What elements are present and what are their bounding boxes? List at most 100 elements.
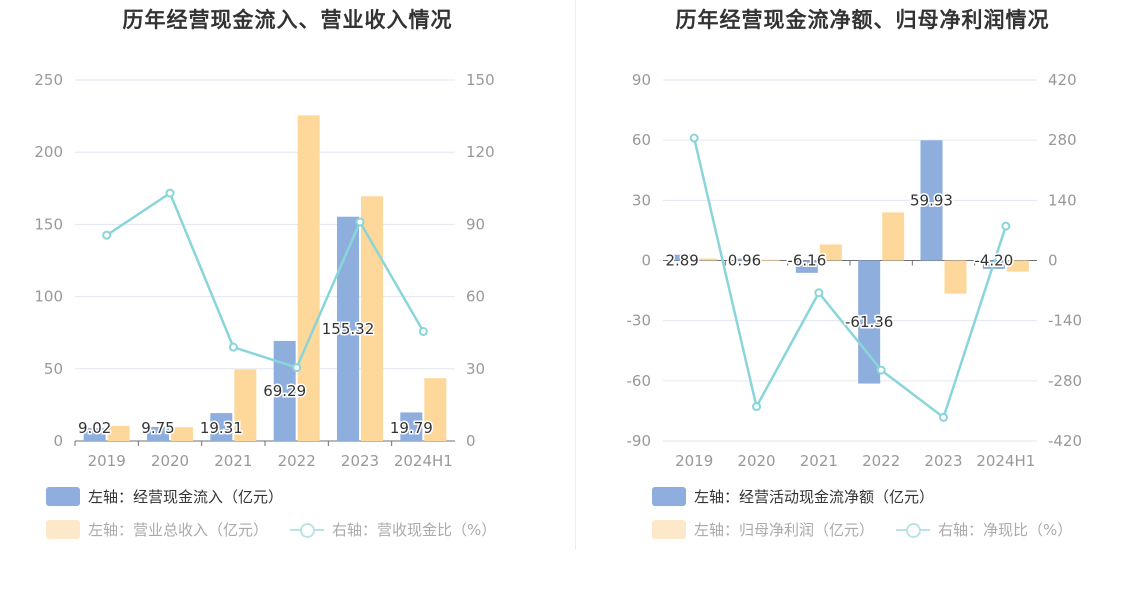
- x-tick-label: 2020: [151, 452, 189, 470]
- y-left-tick-label: 0: [641, 252, 651, 270]
- data-label: 9.02: [78, 419, 111, 437]
- bar: [424, 378, 447, 441]
- y-left-tick-label: -30: [627, 312, 652, 330]
- legend-line-swatch: [896, 520, 931, 539]
- bar: [107, 425, 130, 441]
- line-point: [228, 342, 238, 352]
- legend-label[interactable]: 左轴：经营现金流入（亿元）: [88, 488, 284, 506]
- chart-title: 历年经营现金流入、营业收入情况: [122, 8, 453, 32]
- data-label: -4.20: [974, 252, 1013, 270]
- panel-divider: [575, 0, 576, 550]
- y-left-tick-label: -90: [627, 432, 652, 450]
- line-point: [752, 402, 761, 412]
- line-series: [105, 191, 425, 370]
- bar: [1006, 260, 1029, 272]
- data-label: 69.29: [263, 382, 306, 400]
- y-right-tick-label: 150: [466, 71, 495, 89]
- bar: [882, 212, 905, 261]
- bar: [400, 412, 423, 441]
- x-tick-label: 2024H1: [394, 452, 453, 470]
- x-tick-label: 2021: [214, 452, 252, 470]
- line-point: [165, 188, 175, 198]
- data-label: 19.79: [390, 419, 433, 437]
- data-label: 9.75: [141, 419, 174, 437]
- x-tick-label: 2023: [924, 452, 962, 470]
- legend-label[interactable]: 右轴：营收现金比（%）: [332, 521, 497, 539]
- legend-row: 左轴：经营活动现金流净额（亿元）: [652, 486, 934, 507]
- x-tick-label: 2019: [675, 452, 713, 470]
- y-right-tick-label: 90: [466, 215, 485, 233]
- y-right-tick-label: 420: [1048, 71, 1077, 89]
- y-right-tick-label: 120: [466, 143, 495, 161]
- line-point: [1001, 221, 1011, 231]
- legend-label[interactable]: 左轴：归母净利润（亿元）: [694, 521, 875, 539]
- bar: [695, 258, 718, 261]
- legend-swatch: [46, 487, 80, 506]
- y-right-tick-label: 30: [466, 360, 485, 378]
- y-left-tick-label: 0: [53, 432, 63, 450]
- bar: [819, 244, 842, 261]
- y-right-tick-label: 280: [1048, 131, 1077, 149]
- chart-panel-right: 历年经营现金流净额、归母净利润情况 -90 -60 -30 0 30 60 90 -420 -2…: [578, 0, 1147, 589]
- legend-row: 左轴：营业总收入（亿元） 右轴：营收现金比（%）: [46, 519, 496, 540]
- legend-swatch: [652, 487, 686, 506]
- y-right-tick-label: -420: [1048, 432, 1082, 450]
- chart-plot-area: 0 50 100 150 200 250 0 30 60 90 120 150 2019 2020 2021…: [34, 71, 495, 470]
- x-tick-label: 2019: [88, 452, 126, 470]
- legend-swatch: [652, 520, 686, 539]
- y-left-tick-label: 50: [44, 360, 63, 378]
- legend-label[interactable]: 右轴：净现比（%）: [938, 521, 1073, 539]
- y-left-tick-label: 60: [632, 131, 651, 149]
- legend-row: 左轴：归母净利润（亿元） 右轴：净现比（%）: [652, 519, 1072, 540]
- x-tick-label: 2022: [278, 452, 316, 470]
- data-label: 155.32: [322, 320, 375, 338]
- x-tick-label: 2022: [862, 452, 900, 470]
- bar: [944, 260, 967, 294]
- bar: [795, 260, 818, 273]
- data-label: -6.16: [787, 252, 826, 270]
- bar: [858, 260, 881, 384]
- y-right-tick-label: 60: [466, 288, 485, 306]
- bar: [337, 216, 359, 441]
- legend-swatch: [46, 520, 80, 539]
- y-left-tick-label: 100: [34, 288, 63, 306]
- y-left-tick-label: -60: [627, 372, 652, 390]
- chart-title: 历年经营现金流净额、归母净利润情况: [675, 8, 1050, 32]
- bar: [147, 426, 169, 441]
- y-right-tick-label: -140: [1048, 312, 1082, 330]
- bar: [733, 258, 756, 261]
- x-tick-label: 2024H1: [976, 452, 1035, 470]
- line-point: [939, 412, 948, 422]
- line-point: [102, 230, 112, 240]
- bar: [671, 254, 694, 261]
- bar: [920, 140, 943, 261]
- bar: [210, 413, 233, 441]
- x-tick-label: 2020: [737, 452, 775, 470]
- line-point: [292, 363, 302, 373]
- legend-label[interactable]: 左轴：营业总收入（亿元）: [88, 521, 269, 539]
- y-left-tick-label: 250: [34, 71, 63, 89]
- line-point: [418, 326, 428, 336]
- line-point: [689, 133, 699, 143]
- y-right-tick-label: 0: [1048, 252, 1058, 270]
- y-left-tick-label: 200: [34, 143, 63, 161]
- chart-panel-left: 历年经营现金流入、营业收入情况 0 50 100 150 200 250 0 30 60 90 12…: [34, 8, 496, 540]
- bar: [83, 427, 106, 441]
- y-left-tick-label: 30: [632, 191, 651, 209]
- data-label: -61.36: [845, 313, 893, 331]
- bar: [361, 196, 383, 441]
- y-left-tick-label: 150: [34, 215, 63, 233]
- y-right-tick-label: 140: [1048, 191, 1077, 209]
- legend-label[interactable]: 左轴：经营活动现金流净额（亿元）: [694, 488, 935, 506]
- data-label: 19.31: [200, 419, 243, 437]
- y-left-tick-label: 90: [632, 71, 651, 89]
- bar: [757, 259, 780, 261]
- data-label: 2.89: [665, 252, 698, 270]
- y-right-tick-label: -280: [1048, 372, 1082, 390]
- chart-plot-area: -90 -60 -30 0 30 60 90 -420 -280 -140 0 140 280 420 20…: [627, 71, 1083, 470]
- bar: [234, 369, 257, 441]
- data-label: 59.93: [910, 191, 953, 209]
- x-tick-label: 2023: [341, 452, 379, 470]
- line-point: [814, 288, 824, 298]
- line-series: [692, 137, 1008, 420]
